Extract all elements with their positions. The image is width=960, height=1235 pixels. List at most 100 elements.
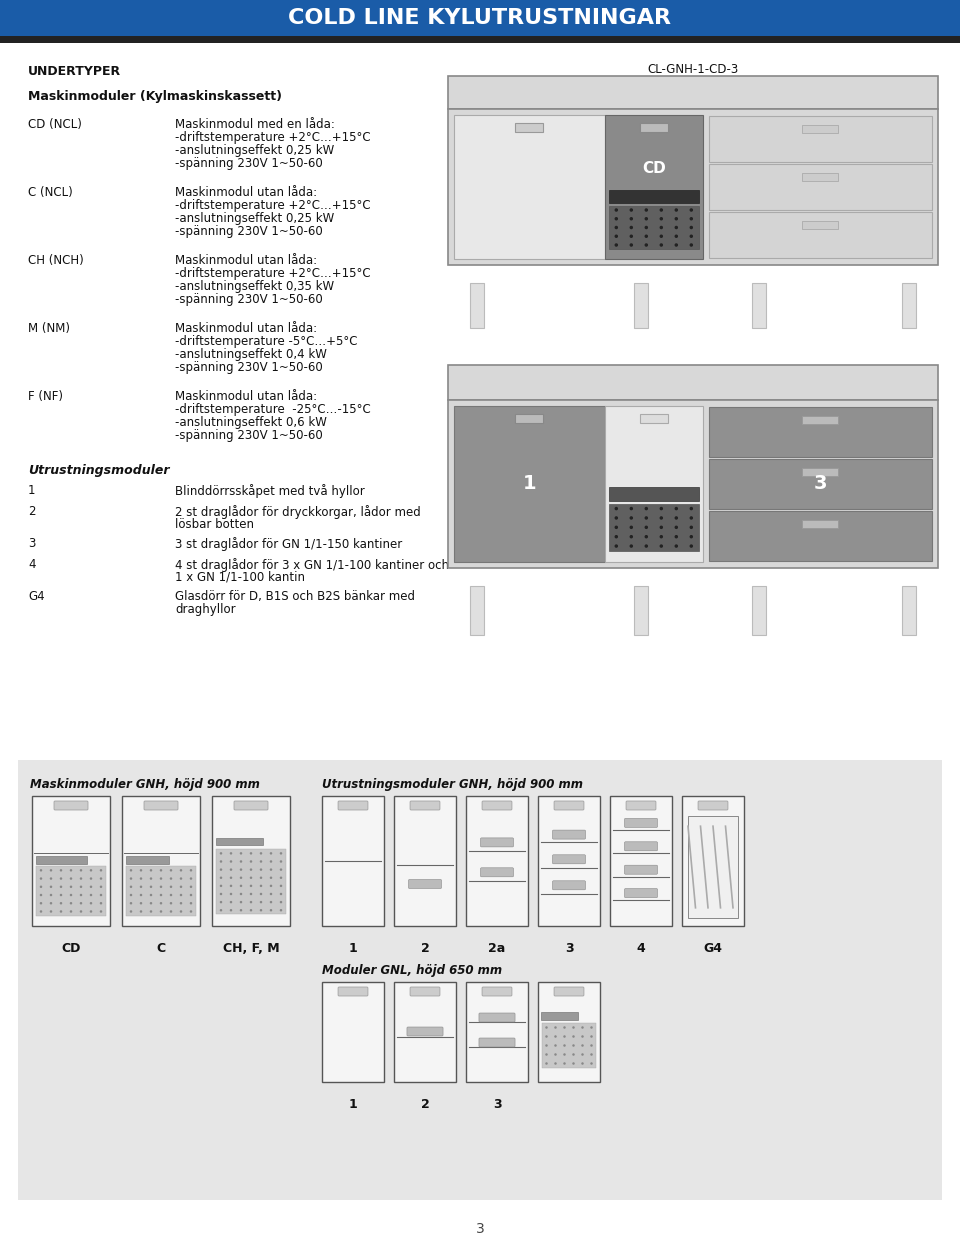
Text: 2a: 2a <box>489 942 506 955</box>
Ellipse shape <box>130 877 132 879</box>
Text: draghyllor: draghyllor <box>175 603 235 616</box>
Bar <box>708 212 932 258</box>
Bar <box>708 116 932 162</box>
Text: -spänning 230V 1~50-60: -spänning 230V 1~50-60 <box>175 293 323 306</box>
Ellipse shape <box>140 894 142 897</box>
Ellipse shape <box>39 869 42 872</box>
Ellipse shape <box>140 869 142 872</box>
Ellipse shape <box>220 868 223 871</box>
Ellipse shape <box>279 884 282 887</box>
Ellipse shape <box>260 861 262 863</box>
Ellipse shape <box>180 885 182 888</box>
Ellipse shape <box>689 516 693 520</box>
Text: 3: 3 <box>28 537 36 550</box>
Text: Maskinmodul utan låda:: Maskinmodul utan låda: <box>175 186 317 199</box>
Text: -anslutningseffekt 0,25 kW: -anslutningseffekt 0,25 kW <box>175 144 334 157</box>
Ellipse shape <box>50 885 52 888</box>
Ellipse shape <box>644 516 648 520</box>
Ellipse shape <box>270 868 273 871</box>
Ellipse shape <box>180 902 182 904</box>
Ellipse shape <box>180 894 182 897</box>
Ellipse shape <box>630 516 633 520</box>
Text: -spänning 230V 1~50-60: -spänning 230V 1~50-60 <box>175 225 323 238</box>
Ellipse shape <box>630 217 633 221</box>
Ellipse shape <box>689 243 693 247</box>
Ellipse shape <box>675 506 678 510</box>
Text: 2: 2 <box>420 942 429 955</box>
Ellipse shape <box>644 226 648 230</box>
Text: Maskinmoduler (Kylmaskinskassett): Maskinmoduler (Kylmaskinskassett) <box>28 90 282 103</box>
Ellipse shape <box>572 1053 575 1056</box>
Text: 3 st draglådor för GN 1/1-150 kantiner: 3 st draglådor för GN 1/1-150 kantiner <box>175 537 402 551</box>
Bar <box>803 468 838 475</box>
Ellipse shape <box>675 516 678 520</box>
Text: Moduler GNL, höjd 650 mm: Moduler GNL, höjd 650 mm <box>322 965 502 977</box>
Ellipse shape <box>644 535 648 538</box>
Bar <box>542 1023 596 1068</box>
Ellipse shape <box>170 877 172 879</box>
Text: CD: CD <box>61 942 81 955</box>
FancyBboxPatch shape <box>554 987 584 995</box>
Ellipse shape <box>229 900 232 903</box>
FancyBboxPatch shape <box>338 987 368 995</box>
Ellipse shape <box>70 869 72 872</box>
Ellipse shape <box>140 910 142 913</box>
Text: 3: 3 <box>475 1221 485 1235</box>
Ellipse shape <box>100 877 103 879</box>
Ellipse shape <box>150 902 153 904</box>
Text: C (NCL): C (NCL) <box>28 186 73 199</box>
Ellipse shape <box>229 877 232 879</box>
Text: 1: 1 <box>522 474 537 493</box>
Bar <box>752 587 766 635</box>
Ellipse shape <box>229 893 232 895</box>
FancyBboxPatch shape <box>625 889 658 898</box>
Ellipse shape <box>240 893 242 895</box>
Ellipse shape <box>279 861 282 863</box>
Text: COLD LINE KYLUTRUSTNINGAR: COLD LINE KYLUTRUSTNINGAR <box>289 7 671 28</box>
Ellipse shape <box>150 910 153 913</box>
Ellipse shape <box>675 535 678 538</box>
Ellipse shape <box>250 909 252 911</box>
Bar <box>122 797 200 926</box>
Text: 4: 4 <box>28 558 36 571</box>
FancyBboxPatch shape <box>625 819 658 827</box>
Text: CD (NCL): CD (NCL) <box>28 119 82 131</box>
Bar <box>708 511 932 561</box>
Bar <box>708 408 932 457</box>
Text: Maskinmodul utan låda:: Maskinmodul utan låda: <box>175 322 317 335</box>
Ellipse shape <box>50 902 52 904</box>
Ellipse shape <box>60 885 62 888</box>
Bar <box>454 406 605 562</box>
Ellipse shape <box>80 869 83 872</box>
Text: -driftstemperature +2°C…+15°C: -driftstemperature +2°C…+15°C <box>175 267 371 280</box>
Bar <box>466 982 528 1082</box>
Ellipse shape <box>554 1026 557 1029</box>
Ellipse shape <box>220 909 223 911</box>
FancyBboxPatch shape <box>409 879 442 888</box>
Ellipse shape <box>190 902 192 904</box>
Bar <box>708 164 932 210</box>
Ellipse shape <box>630 243 633 247</box>
Ellipse shape <box>279 900 282 903</box>
FancyBboxPatch shape <box>482 987 512 995</box>
Ellipse shape <box>614 516 618 520</box>
Text: 3: 3 <box>814 474 828 493</box>
Ellipse shape <box>644 217 648 221</box>
FancyBboxPatch shape <box>553 855 586 863</box>
Ellipse shape <box>630 506 633 510</box>
Bar <box>454 115 605 259</box>
Text: lösbar botten: lösbar botten <box>175 517 254 531</box>
FancyBboxPatch shape <box>338 802 368 810</box>
Ellipse shape <box>630 209 633 211</box>
Ellipse shape <box>270 877 273 879</box>
Bar <box>803 221 838 228</box>
Ellipse shape <box>250 868 252 871</box>
Ellipse shape <box>660 243 663 247</box>
Ellipse shape <box>130 902 132 904</box>
Text: 1: 1 <box>348 1098 357 1112</box>
Ellipse shape <box>660 209 663 211</box>
Ellipse shape <box>564 1053 565 1056</box>
Ellipse shape <box>554 1053 557 1056</box>
Text: Utrustningsmoduler GNH, höjd 900 mm: Utrustningsmoduler GNH, höjd 900 mm <box>322 778 583 790</box>
Text: 1 x GN 1/1-100 kantin: 1 x GN 1/1-100 kantin <box>175 571 305 584</box>
